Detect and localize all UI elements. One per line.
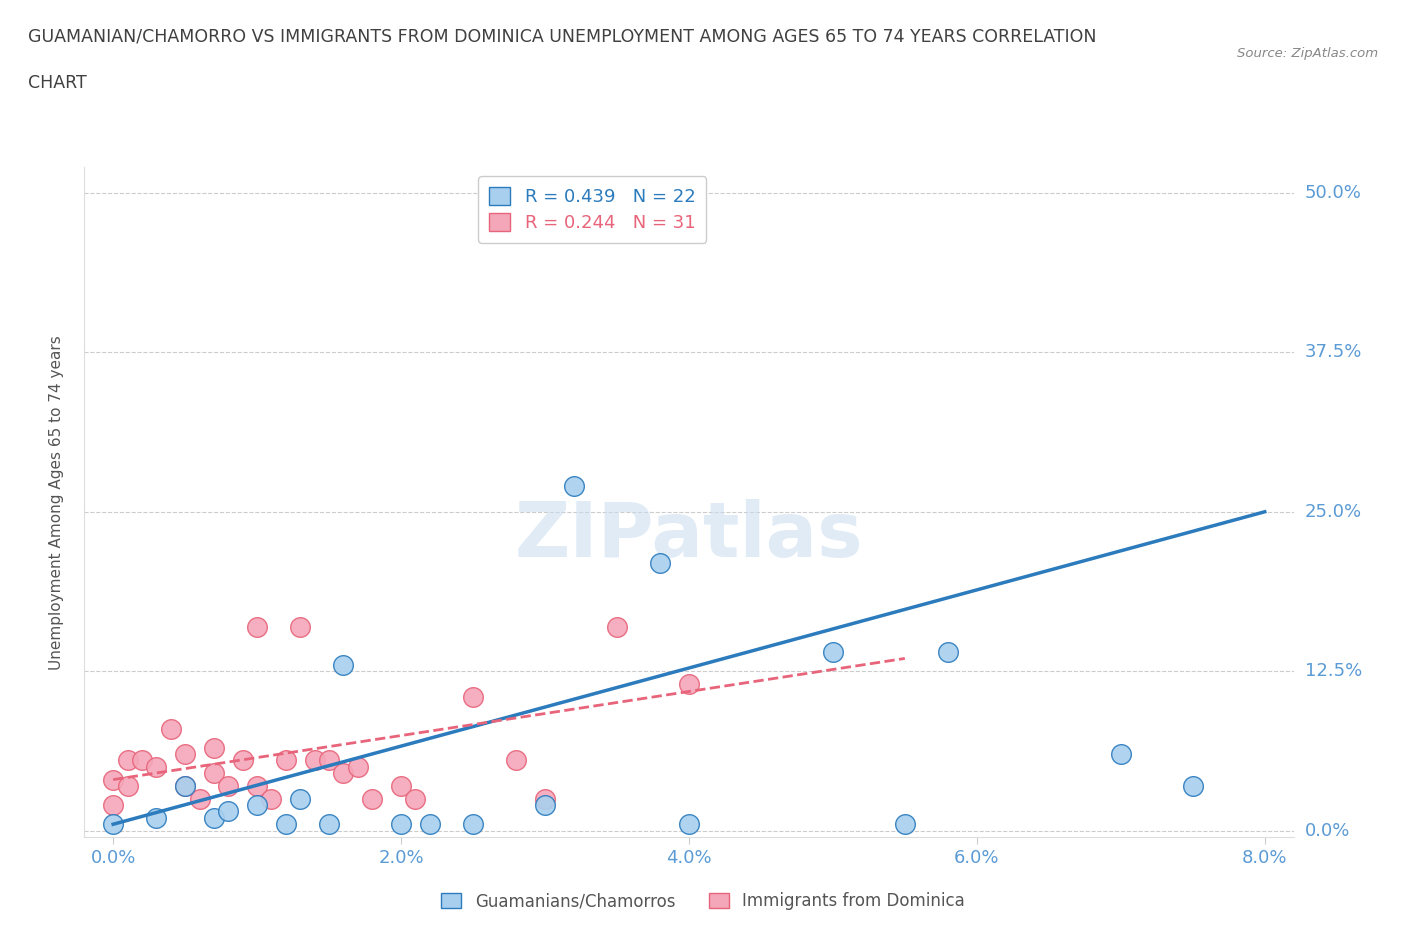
Point (117, 778, 139, 793)
Point (534, 798, 557, 813)
Point (562, 479, 585, 494)
Point (217, 778, 239, 793)
Text: 0.0%: 0.0% (1305, 821, 1350, 840)
Point (332, 658, 354, 672)
Point (389, 778, 412, 793)
Text: Source: ZipAtlas.com: Source: ZipAtlas.com (1237, 46, 1378, 60)
Point (290, 791, 312, 806)
Text: 12.5%: 12.5% (1305, 662, 1362, 680)
Point (131, 753, 153, 768)
Point (461, 817, 484, 831)
Point (174, 747, 197, 762)
Point (101, 772, 124, 787)
Text: 37.5%: 37.5% (1305, 343, 1362, 362)
Point (936, 644, 959, 659)
Point (821, 644, 844, 659)
Point (419, 817, 441, 831)
Point (246, 619, 269, 634)
Point (174, 778, 197, 793)
Point (1181, 778, 1204, 793)
Point (246, 798, 269, 813)
Point (894, 817, 917, 831)
Point (318, 817, 340, 831)
Point (145, 760, 167, 775)
Point (217, 804, 239, 819)
Point (332, 765, 354, 780)
Text: 25.0%: 25.0% (1305, 503, 1362, 521)
Text: GUAMANIAN/CHAMORRO VS IMMIGRANTS FROM DOMINICA UNEMPLOYMENT AMONG AGES 65 TO 74 : GUAMANIAN/CHAMORRO VS IMMIGRANTS FROM DO… (28, 28, 1097, 46)
Text: 50.0%: 50.0% (1305, 184, 1361, 202)
Point (678, 676, 700, 691)
Point (101, 798, 124, 813)
Point (188, 791, 211, 806)
Point (404, 791, 426, 806)
Point (461, 689, 484, 704)
Point (232, 753, 254, 768)
Point (202, 740, 225, 755)
Point (174, 778, 197, 793)
Text: CHART: CHART (28, 74, 87, 92)
Point (117, 753, 139, 768)
Point (290, 619, 312, 634)
Point (260, 791, 283, 806)
Point (389, 817, 412, 831)
Point (202, 765, 225, 780)
Legend: Guamanians/Chamorros, Immigrants from Dominica: Guamanians/Chamorros, Immigrants from Do… (434, 885, 972, 917)
Y-axis label: Unemployment Among Ages 65 to 74 years: Unemployment Among Ages 65 to 74 years (49, 335, 63, 670)
Point (1109, 747, 1132, 762)
Point (505, 753, 527, 768)
Point (274, 753, 297, 768)
Point (202, 810, 225, 825)
Point (678, 817, 700, 831)
Point (274, 817, 297, 831)
Point (304, 753, 326, 768)
Legend: R = 0.439   N = 22, R = 0.244   N = 31: R = 0.439 N = 22, R = 0.244 N = 31 (478, 177, 706, 243)
Point (606, 619, 628, 634)
Point (650, 555, 672, 570)
Point (534, 791, 557, 806)
Point (101, 817, 124, 831)
Point (318, 753, 340, 768)
Point (145, 810, 167, 825)
Text: ZIPatlas: ZIPatlas (515, 498, 863, 573)
Point (159, 721, 181, 736)
Point (347, 760, 370, 775)
Point (361, 791, 384, 806)
Point (246, 778, 269, 793)
